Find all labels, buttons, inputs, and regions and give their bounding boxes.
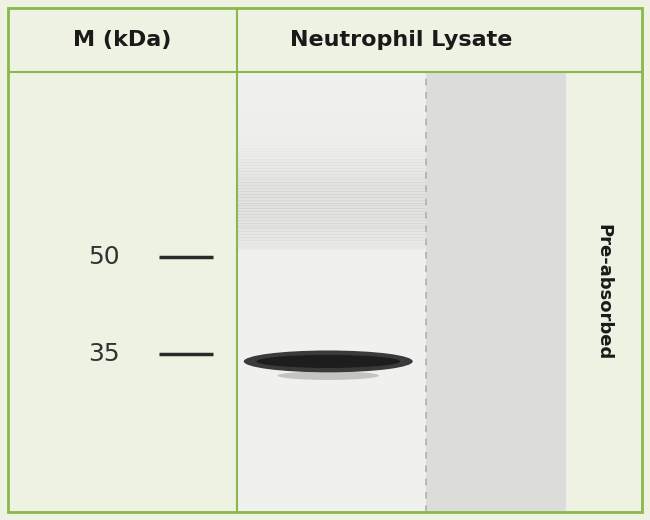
Bar — [239, 105, 426, 109]
Text: 50: 50 — [88, 245, 120, 269]
Bar — [239, 96, 426, 100]
Bar — [239, 72, 426, 512]
Bar — [239, 200, 426, 203]
Bar — [239, 162, 426, 166]
Bar — [239, 136, 426, 140]
Bar — [239, 214, 426, 218]
Bar — [239, 82, 426, 85]
Bar — [239, 93, 426, 97]
Bar — [239, 122, 426, 126]
Bar — [239, 116, 426, 120]
Bar — [239, 234, 426, 238]
Bar — [239, 99, 426, 102]
Bar — [239, 142, 426, 146]
Bar — [239, 220, 426, 224]
Bar — [239, 145, 426, 149]
Bar — [239, 165, 426, 169]
Text: Neutrophil Lysate: Neutrophil Lysate — [290, 30, 513, 50]
Bar — [239, 131, 426, 134]
Bar — [239, 148, 426, 152]
Bar — [239, 108, 426, 111]
Bar — [239, 185, 426, 189]
Bar — [239, 246, 426, 250]
Bar — [239, 177, 426, 180]
Bar — [239, 231, 426, 235]
Bar — [239, 157, 426, 160]
Bar — [239, 113, 426, 117]
Bar — [239, 197, 426, 201]
Bar — [239, 228, 426, 232]
Bar — [239, 217, 426, 221]
Bar — [239, 153, 426, 158]
Bar — [239, 133, 426, 137]
Text: Pre-absorbed: Pre-absorbed — [595, 224, 613, 360]
Bar — [239, 205, 426, 209]
Bar — [239, 240, 426, 244]
Bar — [239, 174, 426, 178]
Bar — [239, 191, 426, 195]
Bar — [566, 72, 642, 512]
Bar — [239, 179, 426, 184]
Bar — [239, 90, 426, 94]
Ellipse shape — [244, 350, 413, 372]
Bar — [239, 159, 426, 163]
Bar — [239, 211, 426, 215]
Text: M (kDa): M (kDa) — [73, 30, 172, 50]
Bar — [239, 139, 426, 143]
Bar — [239, 127, 426, 132]
Bar — [239, 151, 426, 154]
Bar — [239, 243, 426, 246]
Bar — [239, 110, 426, 114]
Bar — [239, 171, 426, 175]
Bar — [239, 188, 426, 192]
Bar — [239, 183, 426, 186]
Bar — [426, 72, 566, 512]
Bar — [239, 84, 426, 88]
Ellipse shape — [256, 355, 400, 368]
Ellipse shape — [278, 371, 379, 380]
Bar — [239, 168, 426, 172]
Bar — [239, 223, 426, 227]
Bar — [239, 79, 426, 83]
Bar — [239, 102, 426, 106]
Bar — [239, 209, 426, 212]
Bar — [239, 194, 426, 198]
Bar — [239, 237, 426, 241]
Bar — [239, 87, 426, 91]
Bar — [239, 119, 426, 123]
Bar — [239, 76, 426, 80]
Bar — [239, 125, 426, 128]
Text: 35: 35 — [88, 342, 120, 366]
Bar — [239, 202, 426, 206]
Bar — [239, 226, 426, 229]
